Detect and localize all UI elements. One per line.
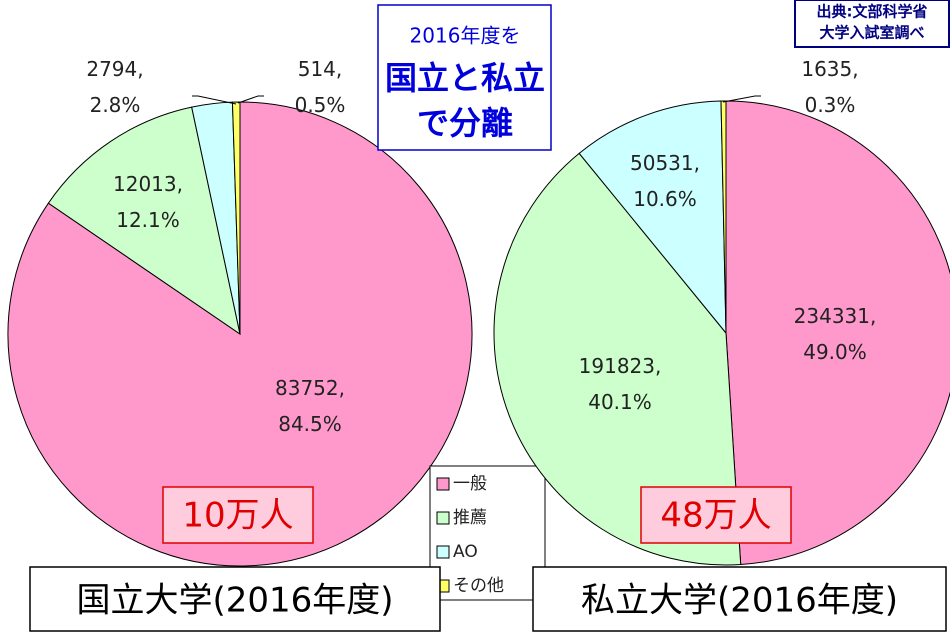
data-label: 514, 0.5%: [295, 57, 346, 117]
total-label: 10万人: [182, 496, 293, 536]
legend-swatch: [436, 477, 450, 491]
leader-line: [192, 95, 237, 105]
pie-slice: [725, 100, 950, 566]
chart-title: 国立大学(2016年度): [76, 581, 393, 621]
title-box: [532, 566, 947, 632]
source: 出典:文部科学省: [817, 3, 928, 21]
legend-swatch: [436, 545, 450, 559]
data-label: 234331, 49.0%: [794, 304, 877, 364]
data-label: 83752, 84.5%: [275, 376, 345, 436]
data-label: 12013, 12.1%: [113, 172, 183, 232]
total-box: [640, 486, 792, 544]
annotation: 2016年度を: [410, 24, 521, 48]
annotation: で分離: [417, 104, 513, 142]
legend-label: その他: [453, 576, 504, 596]
pie-slice: [493, 152, 742, 566]
data-label: 50531, 10.6%: [630, 151, 700, 211]
annotation-box: [377, 4, 552, 151]
legend-label: 一般: [453, 474, 487, 494]
source: 大学入試室調べ: [819, 24, 924, 42]
legend: [429, 465, 546, 601]
data-label: 191823, 40.1%: [579, 354, 662, 414]
data-label: 2794, 2.8%: [86, 57, 143, 117]
pie-slice: [47, 106, 241, 336]
leader-line: [237, 95, 264, 104]
pie-slice: [578, 100, 727, 335]
leader-line: [722, 95, 761, 103]
legend-label: 推薦: [453, 508, 487, 528]
total-label: 48万人: [660, 496, 771, 536]
chart-title: 私立大学(2016年度): [581, 581, 898, 621]
annotation: 国立と私立: [385, 59, 545, 97]
data-label: 1635, 0.3%: [801, 57, 858, 117]
title-box: [29, 566, 441, 632]
legend-swatch: [436, 511, 450, 525]
source-box: [794, 0, 950, 48]
legend-label: AO: [453, 542, 478, 562]
total-box: [162, 486, 314, 544]
